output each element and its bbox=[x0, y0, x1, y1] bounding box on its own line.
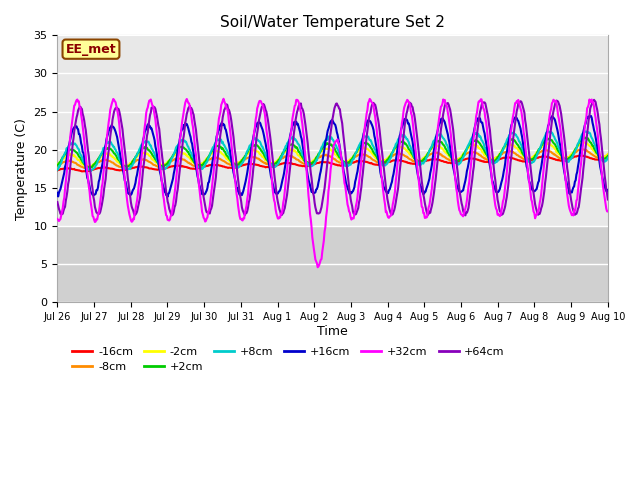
Title: Soil/Water Temperature Set 2: Soil/Water Temperature Set 2 bbox=[220, 15, 445, 30]
Bar bbox=[58, 226, 608, 302]
X-axis label: Time: Time bbox=[317, 324, 348, 337]
Legend: -16cm, -8cm, -2cm, +2cm, +8cm, +16cm, +32cm, +64cm: -16cm, -8cm, -2cm, +2cm, +8cm, +16cm, +3… bbox=[68, 342, 509, 376]
Bar bbox=[58, 36, 608, 226]
Text: EE_met: EE_met bbox=[66, 43, 116, 56]
Y-axis label: Temperature (C): Temperature (C) bbox=[15, 118, 28, 220]
